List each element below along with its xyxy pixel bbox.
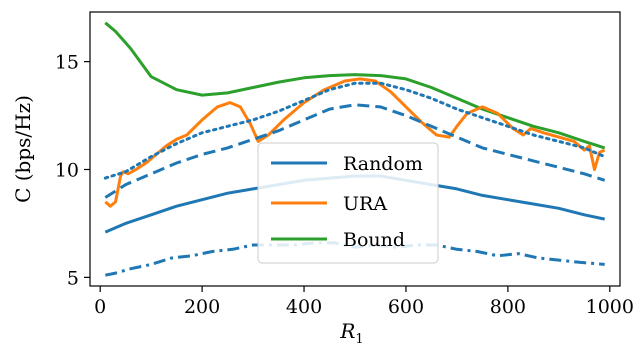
y-tick-label: 10 — [55, 159, 79, 181]
y-tick-label: 5 — [67, 267, 79, 289]
legend: Random URA Bound — [257, 142, 439, 264]
x-axis-ticks: 0 200 400 600 800 1000 — [94, 286, 633, 318]
series-line-ura-dotted — [103, 81, 607, 180]
x-axis-label-subscript: 1 — [355, 332, 363, 347]
x-tick-label: 200 — [184, 296, 220, 318]
x-tick-label: 800 — [490, 296, 526, 318]
x-axis-label: R1 — [339, 319, 363, 347]
y-axis-label: C (bps/Hz) — [11, 95, 35, 203]
legend-label-bound: Bound — [343, 229, 405, 251]
legend-label-random: Random — [343, 153, 423, 175]
plot-frame — [89, 11, 621, 287]
x-tick-label: 0 — [94, 296, 106, 318]
y-axis-ticks: 5 10 15 — [55, 52, 90, 289]
series-line-bound — [104, 21, 606, 150]
legend-box — [257, 142, 439, 264]
y-tick-label: 15 — [55, 52, 79, 74]
series-line-ura — [104, 77, 606, 208]
x-tick-label: 1000 — [586, 296, 633, 318]
x-tick-label: 400 — [286, 296, 322, 318]
x-tick-label: 600 — [388, 296, 424, 318]
legend-label-ura: URA — [343, 193, 387, 215]
